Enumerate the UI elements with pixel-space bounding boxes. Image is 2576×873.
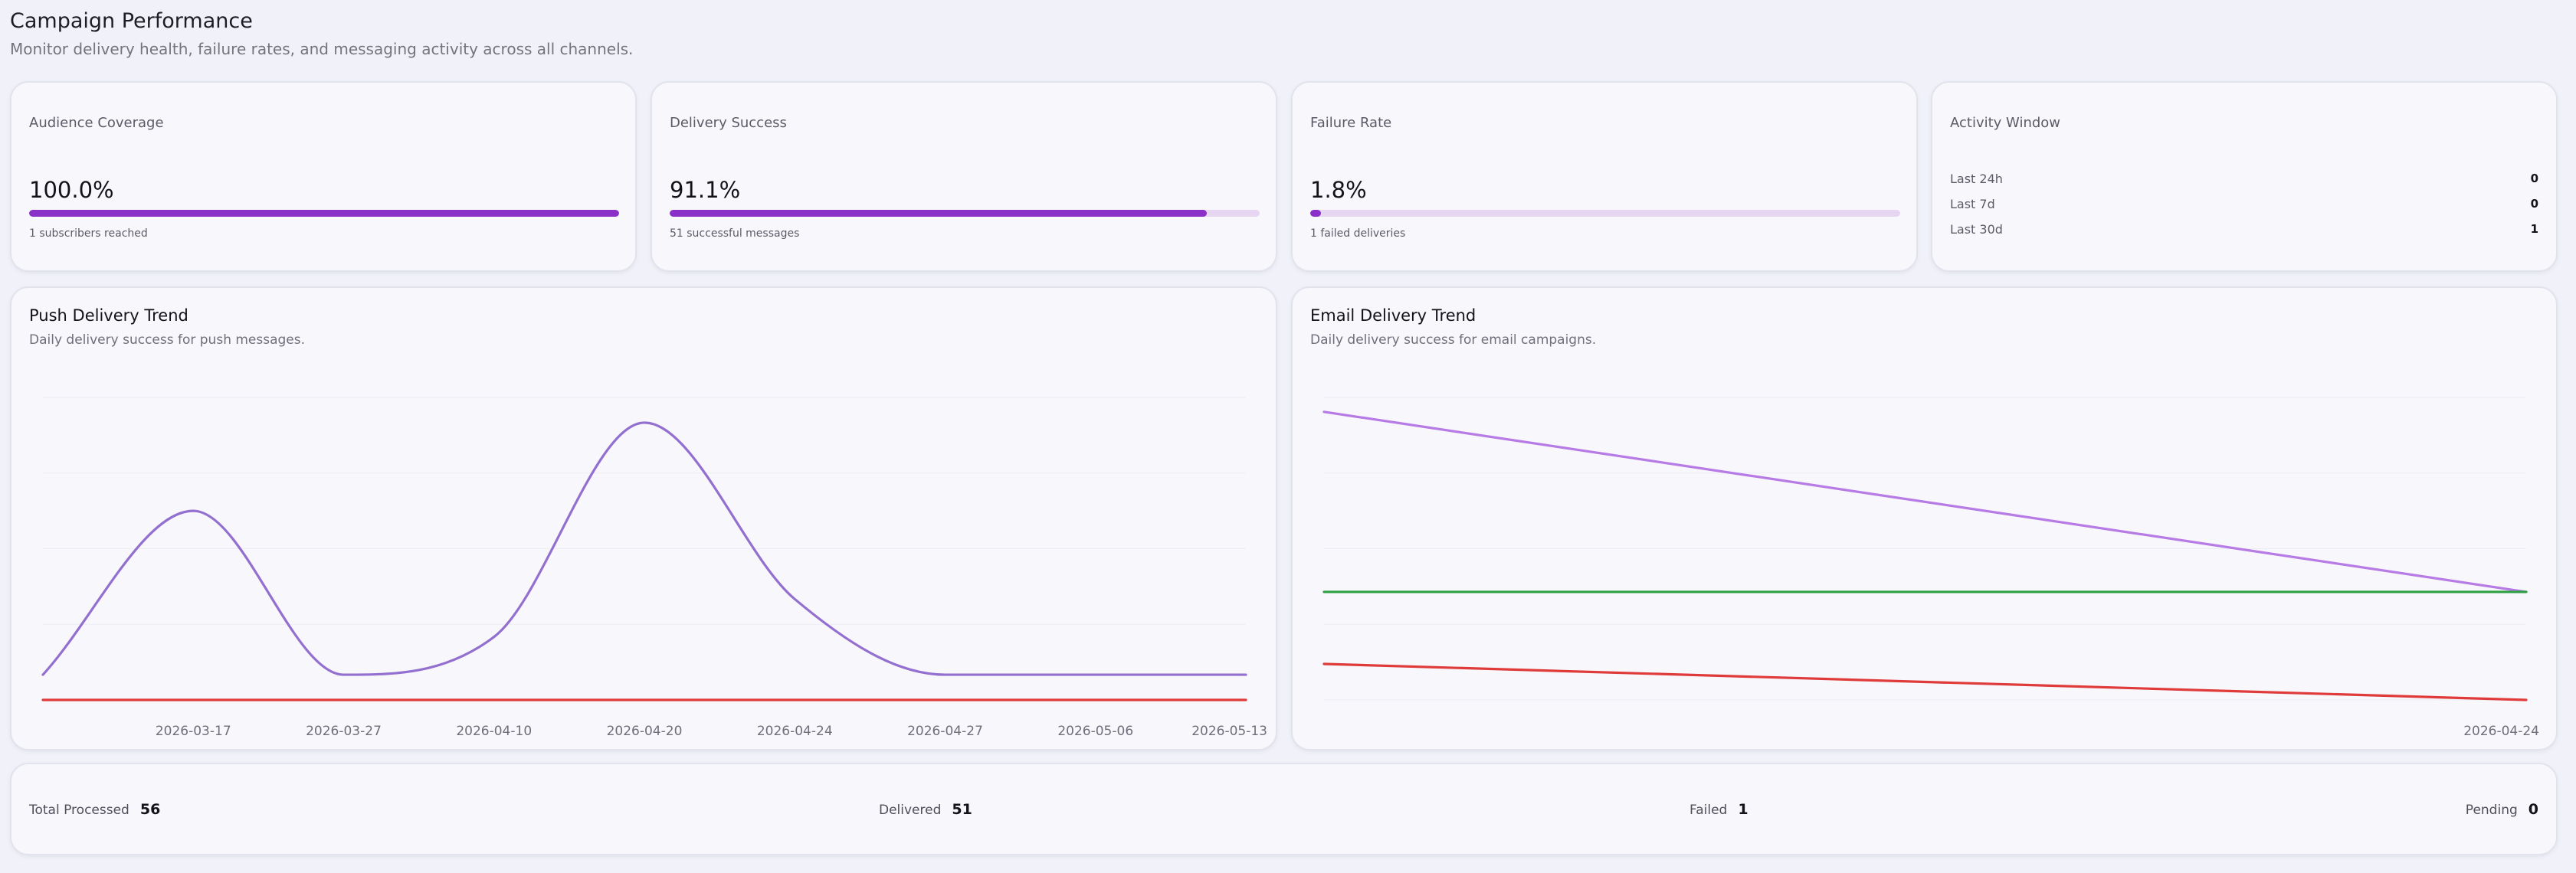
series-line-2 — [1322, 662, 2528, 701]
activity-row-value: 1 — [2530, 222, 2538, 236]
delivery-success-card: Delivery Success 91.1% 51 successful mes… — [651, 81, 1277, 272]
activity-row-value: 0 — [2530, 172, 2538, 185]
activity-row-value: 0 — [2530, 197, 2538, 211]
progress-fill — [29, 210, 619, 217]
kpi-note: 51 successful messages — [670, 227, 800, 240]
x-tick-label: 2026-04-24 — [2463, 724, 2539, 739]
activity-row-30d: Last 30d 1 — [1950, 222, 2538, 239]
x-tick-label: 2026-04-27 — [907, 724, 983, 739]
summary-value: 56 — [139, 801, 161, 818]
chart-title: Email Delivery Trend — [1310, 306, 1476, 325]
activity-row-label: Last 7d — [1950, 197, 1995, 211]
summary-total: Total Processed 56 — [29, 801, 160, 818]
activity-row-label: Last 24h — [1950, 172, 2003, 186]
chart-title: Push Delivery Trend — [29, 306, 188, 325]
x-tick-label: 2026-05-13 — [1191, 724, 1267, 739]
kpi-label: Failure Rate — [1310, 115, 1392, 131]
summary-label: Failed — [1689, 803, 1728, 818]
kpi-value: 100.0% — [29, 177, 114, 203]
activity-window-card: Activity Window Last 24h 0 Last 7d 0 Las… — [1931, 81, 2558, 272]
summary-value: 51 — [952, 801, 972, 818]
kpi-label: Delivery Success — [670, 115, 787, 131]
x-tick-label: 2026-05-06 — [1057, 724, 1133, 739]
summary-bar: Total Processed 56 Delivered 51 Failed 1 Pe… — [10, 763, 2558, 855]
activity-row-24h: Last 24h 0 — [1950, 172, 2538, 188]
push-delivery-chart: 2026-03-17 2026-03-27 2026-04-10 2026-04-20… — [41, 397, 1267, 739]
page-subtitle: Monitor delivery health, failure rates, … — [10, 40, 634, 58]
progress-fill — [1310, 210, 1321, 217]
summary-pending: Pending 0 — [2466, 801, 2538, 818]
summary-value: 0 — [2528, 801, 2538, 818]
summary-failed: Failed 1 — [1689, 801, 1748, 818]
series-line-0 — [41, 421, 1247, 676]
x-tick-label: 2026-03-17 — [156, 724, 231, 739]
push-delivery-chart-card: Push Delivery Trend Daily delivery succe… — [10, 286, 1277, 750]
kpi-value: 91.1% — [670, 177, 741, 203]
summary-label: Pending — [2465, 803, 2518, 818]
x-tick-label: 2026-04-24 — [757, 724, 833, 739]
chart-subtitle: Daily delivery success for email campaig… — [1310, 332, 1597, 348]
kpi-value: 1.8% — [1310, 177, 1367, 203]
activity-row-label: Last 30d — [1950, 222, 2003, 237]
progress-fill — [670, 210, 1208, 217]
activity-window-label: Activity Window — [1950, 115, 2061, 131]
x-tick-label: 2026-04-20 — [607, 724, 683, 739]
kpi-note: 1 subscribers reached — [29, 227, 148, 240]
summary-label: Total Processed — [29, 803, 129, 818]
kpi-label: Audience Coverage — [29, 115, 164, 131]
page-title: Campaign Performance — [10, 9, 253, 33]
summary-value: 1 — [1738, 801, 1748, 818]
failure-rate-card: Failure Rate 1.8% 1 failed deliveries — [1291, 81, 1918, 272]
email-delivery-chart: 2026-04-24 — [1322, 397, 2539, 739]
audience-coverage-card: Audience Coverage 100.0% 1 subscribers r… — [10, 81, 637, 272]
series-line-0 — [1322, 410, 2528, 593]
progress-track — [1310, 210, 1900, 217]
progress-track — [29, 210, 619, 217]
progress-track — [670, 210, 1260, 217]
x-tick-label: 2026-03-27 — [306, 724, 382, 739]
chart-subtitle: Daily delivery success for push messages… — [29, 332, 306, 348]
x-tick-label: 2026-04-10 — [456, 724, 532, 739]
email-delivery-chart-card: Email Delivery Trend Daily delivery succ… — [1291, 286, 2558, 750]
summary-delivered: Delivered 51 — [879, 801, 972, 818]
activity-row-7d: Last 7d 0 — [1950, 197, 2538, 214]
kpi-note: 1 failed deliveries — [1310, 227, 1406, 240]
summary-label: Delivered — [879, 803, 942, 818]
